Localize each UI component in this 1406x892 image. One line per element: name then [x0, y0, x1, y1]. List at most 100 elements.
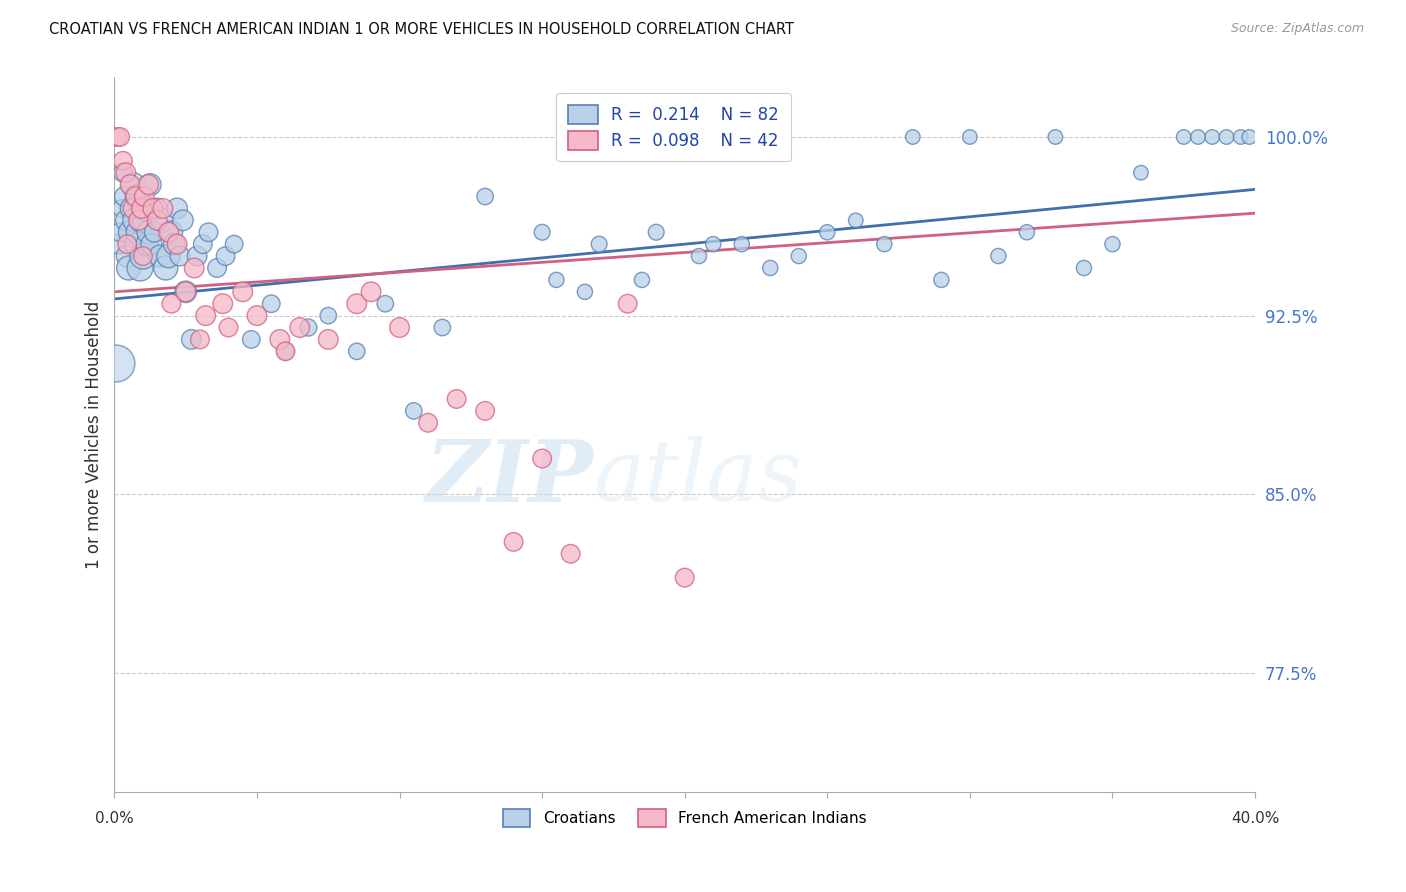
Point	[1239, 130, 1261, 145]
Point	[122, 202, 145, 216]
Point	[987, 249, 1010, 263]
Point	[129, 260, 152, 275]
Point	[232, 285, 254, 299]
Point	[112, 189, 135, 203]
Point	[108, 130, 131, 145]
Point	[121, 202, 143, 216]
Point	[931, 273, 953, 287]
Point	[152, 202, 174, 216]
Point	[183, 260, 205, 275]
Point	[169, 249, 191, 263]
Point	[901, 130, 924, 145]
Point	[191, 237, 214, 252]
Point	[125, 237, 148, 252]
Point	[224, 237, 246, 252]
Point	[134, 189, 156, 203]
Point	[502, 534, 524, 549]
Y-axis label: 1 or more Vehicles in Household: 1 or more Vehicles in Household	[86, 301, 103, 569]
Text: 40.0%: 40.0%	[1230, 811, 1279, 826]
Point	[114, 213, 136, 227]
Point	[297, 320, 319, 334]
Point	[1045, 130, 1067, 145]
Point	[288, 320, 311, 334]
Point	[143, 225, 166, 239]
Point	[316, 309, 339, 323]
Point	[120, 225, 142, 239]
Point	[873, 237, 896, 252]
Point	[131, 202, 153, 216]
Point	[702, 237, 724, 252]
Point	[588, 237, 610, 252]
Point	[217, 320, 239, 334]
Point	[157, 225, 180, 239]
Point	[574, 285, 596, 299]
Point	[128, 213, 150, 227]
Point	[163, 237, 186, 252]
Legend: Croatians, French American Indians: Croatians, French American Indians	[495, 801, 875, 834]
Text: Source: ZipAtlas.com: Source: ZipAtlas.com	[1230, 22, 1364, 36]
Point	[172, 213, 194, 227]
Point	[360, 285, 382, 299]
Point	[631, 273, 654, 287]
Point	[132, 249, 155, 263]
Point	[416, 416, 439, 430]
Point	[402, 404, 425, 418]
Point	[152, 213, 174, 227]
Point	[125, 189, 148, 203]
Point	[115, 249, 138, 263]
Point	[155, 260, 177, 275]
Point	[104, 356, 127, 370]
Point	[531, 451, 554, 466]
Point	[560, 547, 582, 561]
Point	[114, 166, 136, 180]
Point	[1101, 237, 1123, 252]
Text: CROATIAN VS FRENCH AMERICAN INDIAN 1 OR MORE VEHICLES IN HOUSEHOLD CORRELATION C: CROATIAN VS FRENCH AMERICAN INDIAN 1 OR …	[49, 22, 794, 37]
Point	[274, 344, 297, 359]
Point	[1201, 130, 1223, 145]
Point	[673, 571, 696, 585]
Point	[845, 213, 868, 227]
Text: 0.0%: 0.0%	[96, 811, 134, 826]
Point	[111, 166, 134, 180]
Point	[688, 249, 710, 263]
Point	[1015, 225, 1038, 239]
Text: ZIP: ZIP	[426, 436, 593, 519]
Point	[157, 249, 180, 263]
Point	[141, 237, 163, 252]
Text: atlas: atlas	[593, 436, 803, 519]
Point	[135, 202, 157, 216]
Point	[174, 285, 197, 299]
Point	[616, 296, 638, 310]
Point	[139, 178, 162, 192]
Point	[205, 260, 228, 275]
Point	[146, 202, 169, 216]
Point	[138, 178, 160, 192]
Point	[1229, 130, 1251, 145]
Point	[446, 392, 468, 406]
Point	[246, 309, 269, 323]
Point	[274, 344, 297, 359]
Point	[474, 404, 496, 418]
Point	[374, 296, 396, 310]
Point	[211, 296, 233, 310]
Point	[160, 296, 183, 310]
Point	[160, 225, 183, 239]
Point	[120, 178, 142, 192]
Point	[174, 285, 197, 299]
Point	[260, 296, 283, 310]
Point	[388, 320, 411, 334]
Point	[115, 237, 138, 252]
Point	[1215, 130, 1237, 145]
Point	[128, 225, 150, 239]
Point	[107, 237, 129, 252]
Point	[138, 225, 160, 239]
Point	[214, 249, 236, 263]
Point	[124, 213, 146, 227]
Point	[531, 225, 554, 239]
Point	[787, 249, 810, 263]
Point	[815, 225, 838, 239]
Point	[1187, 130, 1209, 145]
Point	[142, 202, 165, 216]
Point	[188, 333, 211, 347]
Point	[240, 333, 263, 347]
